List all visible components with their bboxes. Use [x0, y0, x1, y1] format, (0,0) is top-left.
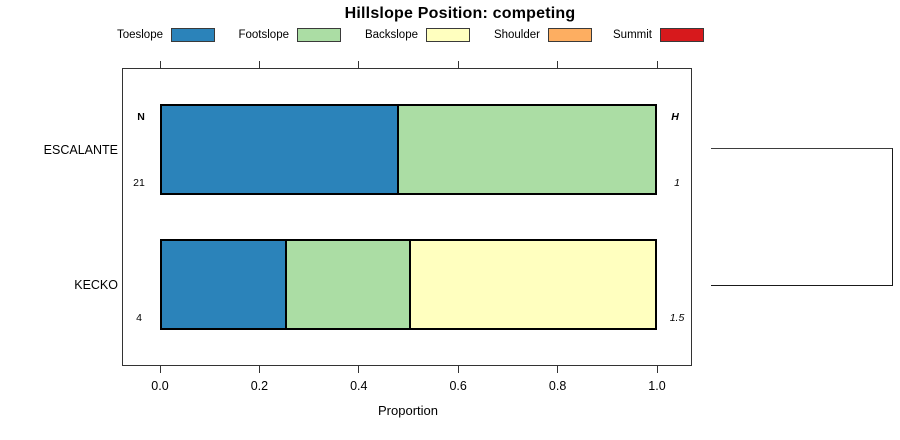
x-tick-bottom — [358, 366, 360, 373]
x-tick-label: 0.4 — [350, 379, 368, 393]
cluster-dendrogram — [711, 148, 893, 286]
x-tick-bottom — [258, 366, 261, 373]
x-tick-top — [159, 61, 161, 68]
legend-swatch-shoulder — [548, 28, 592, 42]
legend-label: Footslope — [238, 29, 289, 41]
x-tick-label: 0.0 — [151, 379, 169, 393]
n-value-escalante: 21 — [133, 177, 145, 189]
legend-entry-shoulder: Shoulder — [432, 28, 592, 42]
n-value-kecko: 4 — [136, 312, 142, 324]
bar-segment-toeslope — [162, 106, 397, 193]
legend-swatch-toeslope — [171, 28, 215, 42]
stacked-bar-escalante — [160, 104, 657, 195]
x-axis-title: Proportion — [378, 403, 438, 418]
x-tick-top — [457, 61, 459, 68]
legend-swatch-summit — [660, 28, 704, 42]
row-label-kecko: KECKO — [74, 277, 118, 292]
legend-label: Summit — [613, 29, 652, 41]
x-tick-top — [656, 61, 658, 68]
x-tick-top — [258, 61, 261, 68]
legend-entry-summit: Summit — [544, 28, 704, 42]
x-tick-label: 0.8 — [548, 379, 567, 393]
x-tick-label: 1.0 — [648, 379, 666, 393]
x-tick-bottom — [557, 366, 559, 373]
legend-label: Shoulder — [493, 29, 540, 41]
entropy-value-escalante: 1 — [674, 177, 680, 189]
x-tick-top — [358, 61, 360, 68]
x-tick-bottom — [159, 366, 161, 373]
plot-panel — [122, 68, 692, 366]
legend-swatch-backslope — [426, 28, 470, 42]
legend-entry-toeslope: Toeslope — [55, 28, 215, 42]
legend-swatch-footslope — [297, 28, 341, 42]
chart-title: Hillslope Position: competing — [344, 5, 576, 22]
stacked-bar-kecko — [160, 239, 657, 330]
x-tick-label: 0.2 — [250, 379, 269, 393]
n-column-header: N — [137, 111, 145, 123]
legend-entry-backslope: Backslope — [310, 28, 470, 42]
x-tick-bottom — [656, 366, 658, 373]
entropy-column-header: H — [671, 111, 679, 123]
bar-segment-backslope — [408, 241, 655, 328]
bar-segment-footslope — [396, 106, 655, 193]
bar-segment-toeslope — [162, 241, 286, 328]
x-tick-label: 0.6 — [449, 379, 467, 393]
x-tick-bottom — [457, 366, 459, 373]
legend-label: Backslope — [364, 29, 418, 41]
legend-label: Toeslope — [116, 29, 163, 41]
row-label-escalante: ESCALANTE — [43, 142, 118, 157]
x-tick-top — [557, 61, 559, 68]
entropy-value-kecko: 1.5 — [669, 312, 685, 324]
bar-segment-footslope — [285, 241, 409, 328]
legend-entry-footslope: Footslope — [181, 28, 341, 42]
